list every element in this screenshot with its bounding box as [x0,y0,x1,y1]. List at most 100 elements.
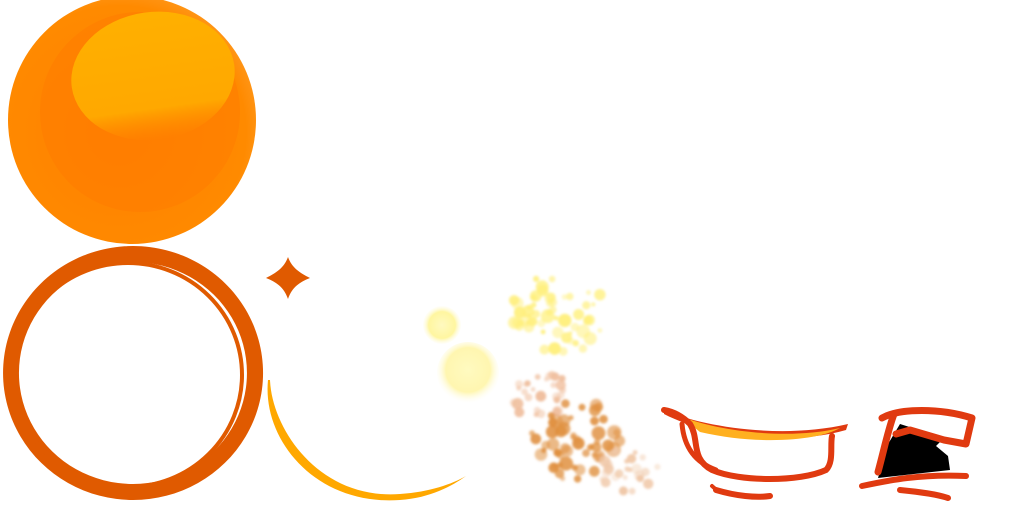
particle [541,440,551,450]
particle [539,344,550,355]
particle [567,337,575,345]
particle [562,316,567,322]
particle [536,409,546,419]
particle [532,310,541,318]
particle [559,456,574,471]
particle [550,382,557,389]
particle [511,398,524,410]
particle [591,426,606,440]
particle [594,402,604,412]
particle [556,421,571,436]
particle [535,390,547,402]
particle [546,438,560,451]
particle [594,289,606,301]
particle [553,350,558,355]
particle [530,295,535,301]
particle [561,445,574,457]
particle [530,433,542,445]
particle [624,466,630,472]
particle [628,487,636,495]
glow-orb-icon [423,306,499,404]
particle [570,322,580,332]
particle [573,475,582,483]
sparkle-icon [266,257,310,299]
particle [591,442,602,453]
particle [568,331,573,336]
particle [552,392,562,402]
particle [558,347,568,356]
particle [631,463,642,475]
particle [548,275,556,283]
particle [547,412,555,419]
particle [588,443,595,450]
particle [586,290,591,295]
particle [560,475,566,481]
particle [591,302,596,307]
particle [618,486,628,496]
particle [636,474,644,483]
particle [530,302,537,308]
particle [540,309,555,324]
particle [534,374,541,380]
particle [561,399,570,408]
particle [583,332,597,345]
particle [548,342,561,355]
orange-ball-icon [8,0,256,244]
particle [519,314,533,327]
particle [572,435,581,444]
particle [521,388,528,396]
particle [515,380,524,389]
particle [624,458,630,464]
particle [536,284,549,297]
particle [544,292,556,304]
particle [540,329,546,335]
particle [524,393,533,402]
particle [548,462,559,474]
particle [632,450,638,455]
particle [582,301,591,310]
particle [537,319,546,328]
particle [561,294,568,300]
particle [508,295,520,306]
particle [552,326,564,339]
particle [613,428,621,437]
particle [578,344,588,353]
brown-particles-icon [509,371,661,496]
particle [545,425,559,439]
particle [553,315,559,321]
smile-mouth-icon [661,407,848,500]
particle [599,414,608,424]
particle [530,387,536,392]
particle [603,463,614,475]
particle [524,380,531,387]
particle [597,328,603,333]
orange-ring-icon [3,246,264,501]
particle [552,407,562,416]
particle [573,309,585,320]
particle [643,478,654,489]
yellow-particles-icon [508,275,606,356]
particle [641,467,650,477]
particle [572,340,579,347]
particle [582,449,590,457]
particle [614,469,624,478]
particle [572,465,579,471]
particle [533,275,540,282]
particle [612,448,618,454]
particle [508,316,521,330]
particle [550,372,560,381]
particle [622,475,628,480]
particle [599,476,605,482]
particle [654,463,661,470]
particle [566,292,574,301]
particle [578,403,586,411]
particle [583,315,592,325]
shout-mouth-icon [859,407,976,501]
particle [514,407,525,418]
orange-arc-icon [267,380,466,501]
particle [588,465,600,477]
particle [534,448,548,461]
particle [590,416,599,426]
particle [639,454,646,461]
